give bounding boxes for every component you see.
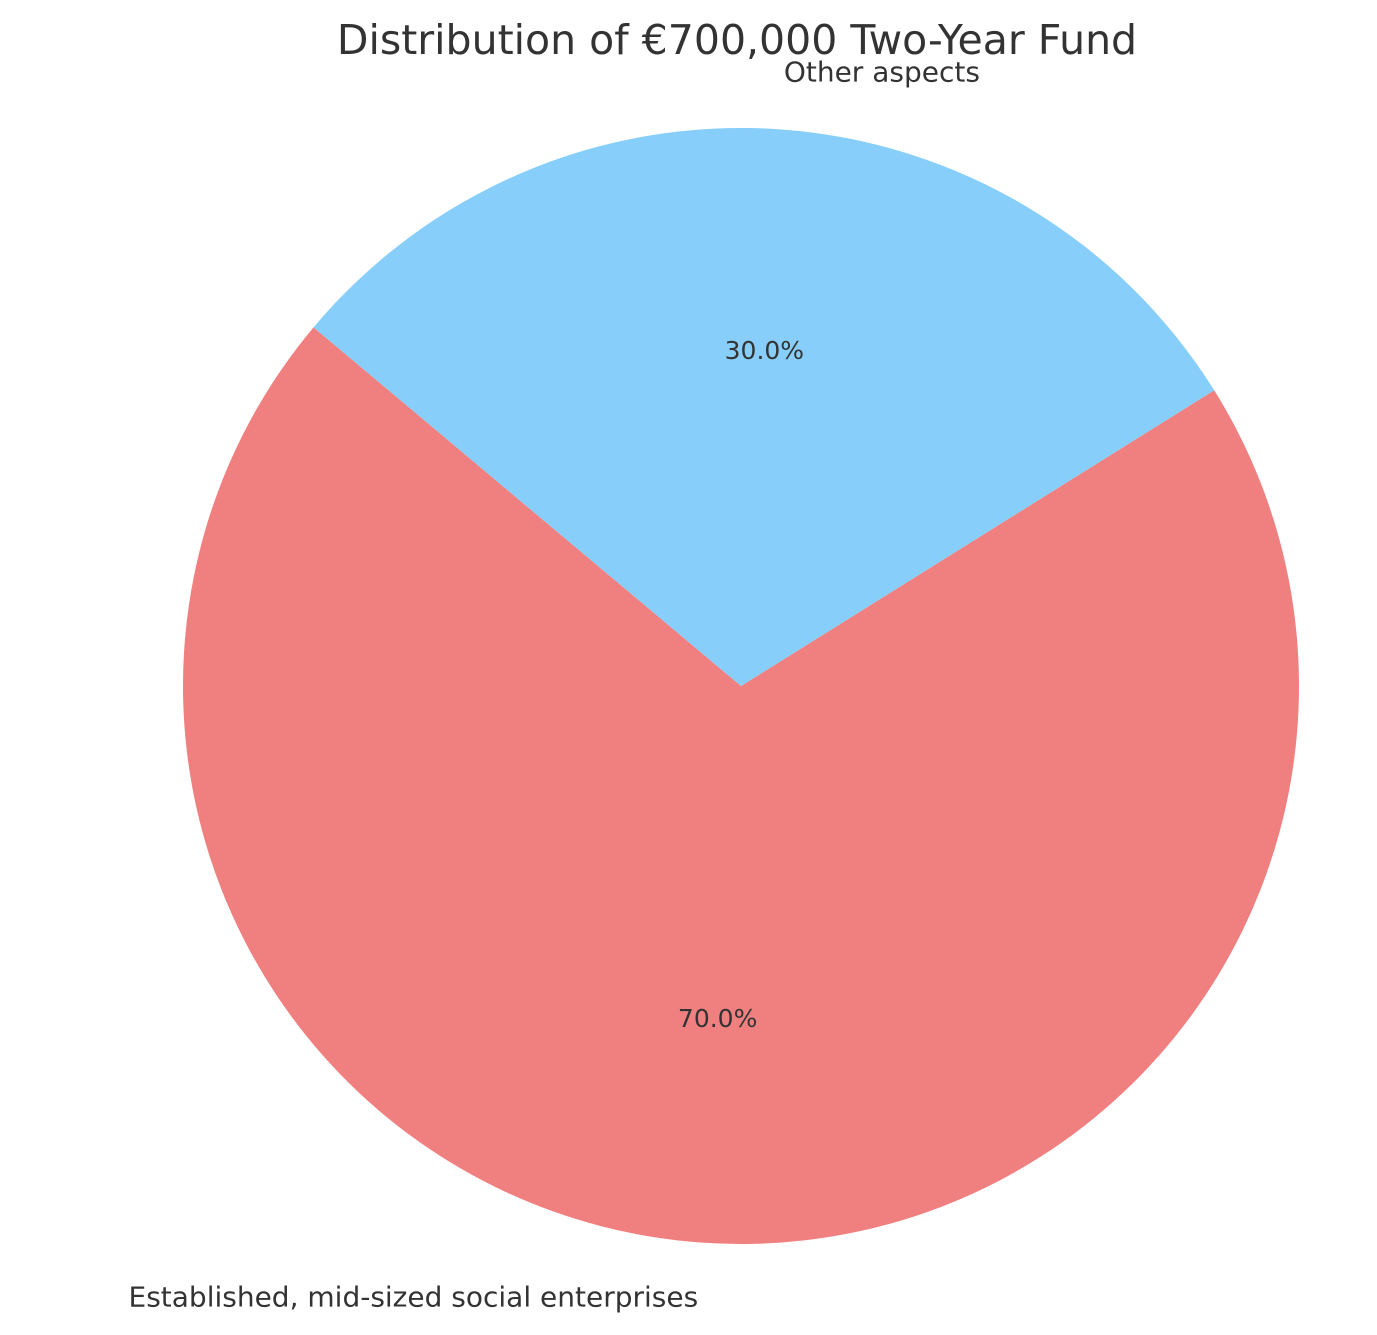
percent-label-established-mid-sized-social-enterprises: 70.0% [678,1004,757,1033]
pie-slices [182,127,1299,1244]
chart-title: Distribution of €700,000 Two-Year Fund [337,16,1137,64]
pie-slice-established-mid-sized-social-enterprises [182,327,1299,1244]
pie-labels: Established, mid-sized social enterprise… [129,56,980,1314]
percent-label-other-aspects: 30.0% [725,336,804,365]
slice-label-established-mid-sized-social-enterprises: Established, mid-sized social enterprise… [129,1280,699,1313]
pie-slice-other-aspects [313,127,1215,686]
slice-label-other-aspects: Other aspects [784,56,980,89]
